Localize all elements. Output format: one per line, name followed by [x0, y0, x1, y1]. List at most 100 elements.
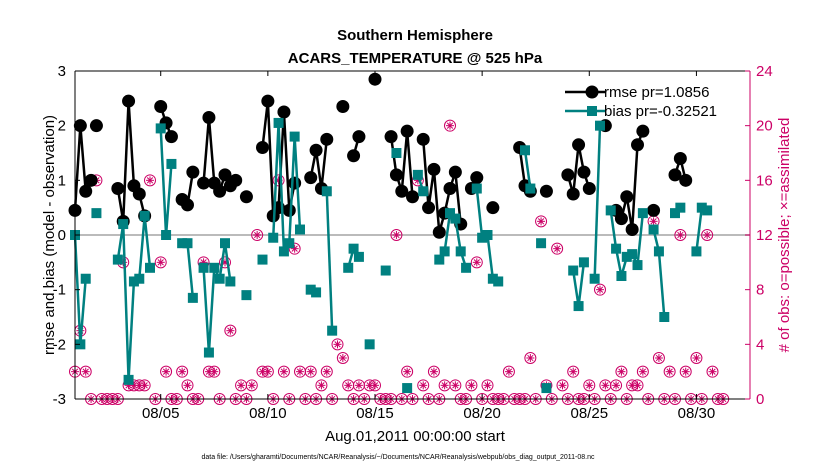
bias-point: [637, 208, 648, 219]
bias-line: [325, 191, 334, 331]
bias-point: [445, 208, 455, 219]
obs-possible-circle: [251, 229, 264, 241]
obs-assimilated-stroke: [452, 382, 459, 389]
obs-assimilated-stroke: [537, 218, 545, 225]
bias-point: [632, 260, 643, 271]
obs-possible-circle: [652, 352, 665, 364]
obs-count-marker: [701, 229, 714, 241]
rmse-point: [347, 149, 361, 163]
x-tick-label: 08/15: [356, 405, 394, 422]
rmse-point: [636, 124, 650, 138]
obs-assimilated-stroke: [420, 382, 427, 389]
obs-assimilated-stroke: [248, 382, 255, 389]
obs-assimilated-stroke: [146, 177, 154, 184]
obs-assimilated-stroke: [559, 382, 566, 389]
obs-count-marker: [138, 379, 151, 392]
obs-possible-circle: [336, 352, 349, 364]
bias-point: [578, 257, 589, 268]
bias-point: [482, 230, 493, 240]
obs-assimilated-stroke: [655, 354, 663, 362]
obs-possible-circle: [138, 379, 151, 392]
obs-count-marker: [235, 379, 248, 392]
bias-point: [273, 117, 284, 128]
bias-line: [593, 125, 602, 279]
obs-possible-circle: [277, 365, 290, 378]
y-left-tick-label: 0: [58, 227, 66, 244]
rmse-point: [631, 138, 644, 152]
obs-assimilated-stroke: [82, 368, 89, 375]
bias-point: [471, 183, 482, 194]
bias-point: [139, 210, 150, 221]
obs-assimilated-stroke: [323, 368, 330, 375]
obs-count-marker: [567, 365, 580, 378]
rmse-point: [679, 173, 693, 187]
obs-assimilated-stroke: [634, 382, 641, 389]
obs-count-marker: [176, 365, 189, 378]
obs-count-marker: [481, 379, 494, 392]
obs-possible-circle: [679, 365, 692, 378]
bias-point: [525, 183, 536, 194]
obs-possible-circle: [701, 229, 714, 241]
obs-count-marker: [304, 365, 317, 378]
obs-possible-circle: [261, 365, 274, 378]
obs-assimilated-stroke: [393, 231, 400, 239]
rmse-point: [352, 130, 366, 144]
rmse-point: [572, 138, 586, 152]
obs-assimilated-stroke: [334, 341, 341, 348]
data-file-footer: data file: /Users/gharamti/Documents/NCA…: [201, 454, 595, 461]
obs-count-marker: [79, 365, 92, 378]
legend-bias-marker: [587, 106, 597, 116]
bias-point: [493, 276, 504, 287]
y-left-tick-label: 3: [58, 63, 66, 80]
y-right-tick-label: 8: [756, 282, 764, 299]
bias-series: [70, 117, 713, 394]
obs-possible-circle: [219, 256, 231, 269]
obs-count-marker: [277, 365, 290, 378]
rmse-point: [256, 141, 269, 155]
rmse-point: [614, 212, 628, 226]
rmse-series: [68, 72, 693, 239]
bias-point: [134, 273, 145, 284]
obs-assimilated-stroke: [184, 382, 191, 389]
obs-possible-circle: [369, 379, 381, 392]
obs-count-marker: [261, 365, 274, 378]
obs-possible-circle: [567, 365, 580, 378]
obs-count-marker: [465, 379, 478, 392]
obs-assimilated-stroke: [602, 382, 609, 389]
obs-count-marker: [690, 352, 703, 364]
legend: rmse pr=1.0856 bias pr=-0.32521: [565, 84, 717, 120]
obs-possible-circle: [594, 283, 606, 296]
obs-assimilated-stroke: [403, 368, 411, 375]
y-left-tick-label: 2: [58, 118, 66, 135]
bias-point: [305, 284, 316, 295]
rmse-point: [406, 190, 419, 204]
y-left-tick-label: -1: [53, 282, 66, 299]
obs-possible-circle: [160, 365, 173, 378]
obs-possible-circle: [181, 379, 194, 392]
y-axis-right-label: # of obs: o=possible; ×=assimilated: [776, 118, 793, 353]
obs-assimilated-stroke: [666, 368, 673, 375]
rmse-point: [625, 223, 639, 237]
rmse-point: [389, 168, 403, 182]
rmse-point: [261, 94, 275, 108]
bias-point: [182, 238, 193, 249]
obs-count-marker: [427, 365, 440, 378]
rmse-point: [368, 72, 382, 86]
bias-point: [278, 246, 289, 257]
bias-point: [80, 273, 91, 284]
bias-point: [670, 208, 680, 219]
bias-point: [284, 238, 295, 249]
bias-point: [166, 158, 177, 169]
obs-count-marker: [652, 352, 665, 364]
obs-assimilated-stroke: [371, 382, 379, 389]
obs-assimilated-stroke: [157, 259, 164, 266]
obs-possible-circle: [470, 256, 483, 269]
obs-assimilated-stroke: [355, 382, 363, 389]
bias-point: [91, 208, 102, 219]
obs-assimilated-stroke: [703, 231, 711, 239]
bias-point: [595, 120, 605, 131]
rmse-point: [202, 110, 216, 124]
bias-point: [123, 374, 134, 385]
rmse-point: [164, 130, 178, 144]
obs-assimilated-stroke: [484, 382, 491, 389]
